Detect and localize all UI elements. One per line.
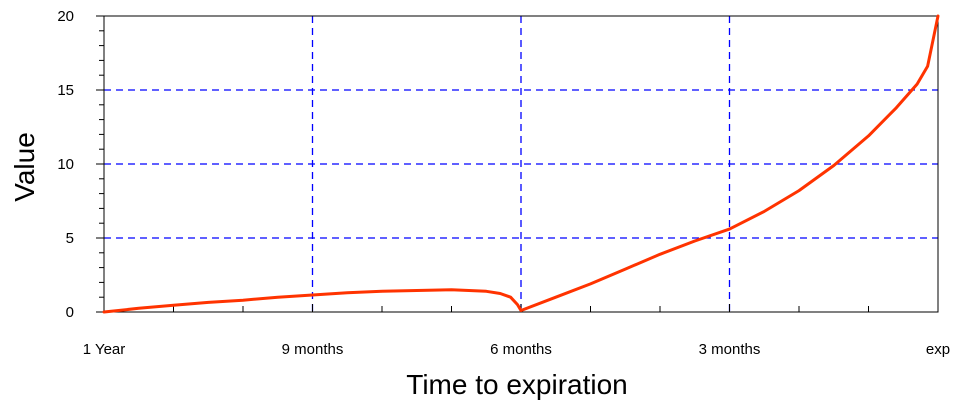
x-tick-label: 1 Year (83, 341, 126, 358)
y-tick-label: 5 (66, 230, 74, 247)
x-tick-label: exp (926, 341, 950, 358)
grid-lines (104, 16, 938, 312)
y-tick-labels: 0 5 10 15 20 (57, 8, 74, 321)
y-tick-label: 10 (57, 156, 74, 173)
x-tick-labels: 1 Year 9 months 6 months 3 months exp (83, 341, 950, 358)
x-axis-title: Time to expiration (406, 369, 628, 400)
y-tick-label: 0 (66, 304, 74, 321)
x-tick-label: 3 months (699, 341, 761, 358)
y-tick-label: 20 (57, 8, 74, 25)
y-axis-title: Value (9, 132, 40, 202)
y-minor-ticks (96, 15, 104, 313)
y-tick-label: 15 (57, 82, 74, 99)
x-tick-label: 9 months (282, 341, 344, 358)
x-tick-label: 6 months (490, 341, 552, 358)
series-line (102, 14, 940, 314)
